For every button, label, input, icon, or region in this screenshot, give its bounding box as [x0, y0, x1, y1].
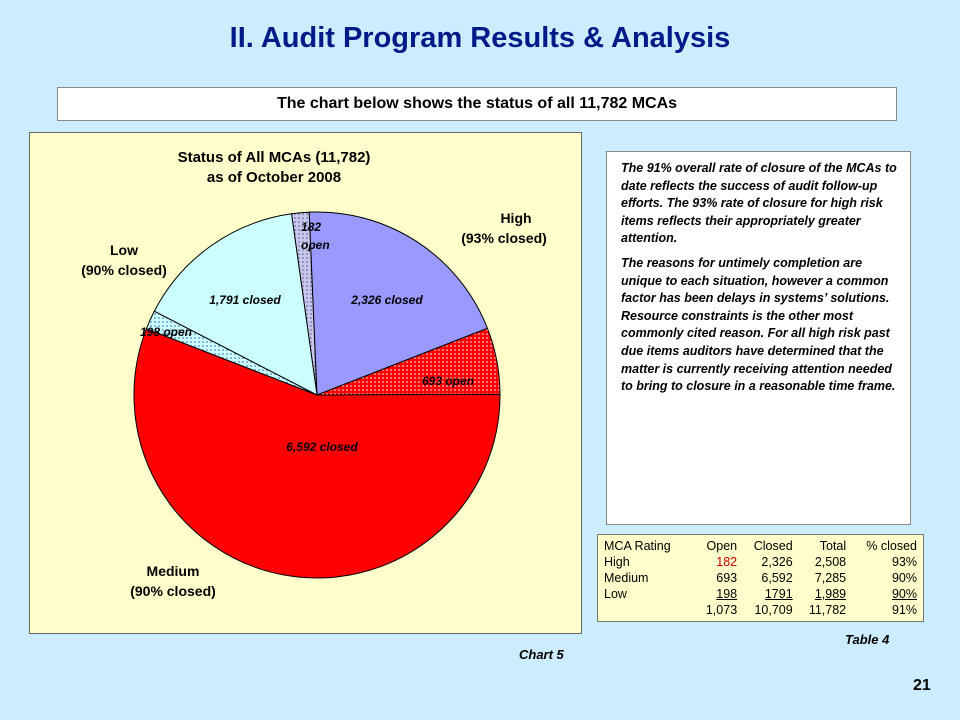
chart-intro-text: The chart below shows the status of all …: [276, 95, 678, 112]
table-cell: 1791: [764, 587, 793, 601]
table-cell: Medium: [604, 571, 649, 585]
slice-label: 693 open: [422, 374, 474, 388]
table-cell: High: [604, 555, 630, 569]
pie-chart: 182 open 2,326 closed 693 open 6,592 closed 1…: [81, 149, 547, 599]
chart-subtitle: as of October 2008: [207, 169, 341, 186]
mca-table-panel: MCA Rating Open Closed Total % closed Hi…: [597, 534, 924, 622]
table-header-cell: Closed: [753, 539, 793, 553]
table-cell: 93%: [891, 555, 917, 569]
chart-intro-box: The chart below shows the status of all …: [57, 87, 897, 121]
table-cell: 182: [716, 555, 738, 569]
table-row: Medium 693 6,592 7,285 90%: [602, 570, 919, 586]
pie-slice-medium-closed: [133, 328, 501, 579]
slice-label: 2,326 closed: [350, 293, 423, 307]
table-cell: 1,073: [705, 603, 738, 617]
table-cell: 2,326: [761, 555, 793, 569]
pie-slice-low-closed: [153, 213, 318, 396]
group-note-medium: (90% closed): [130, 583, 216, 599]
table-row: Low 198 1791 1,989 90%: [602, 586, 919, 602]
table-header-cell: MCA Rating: [604, 539, 671, 553]
pie-slice-high-closed: [308, 211, 489, 396]
table-cell: 7,285: [814, 571, 847, 585]
table-cell: 91%: [891, 603, 917, 617]
slice-label: 6,592 closed: [286, 440, 358, 454]
table-header-cell: Total: [819, 539, 847, 553]
group-note-high: (93% closed): [461, 230, 547, 246]
table-cell: 2,508: [814, 555, 847, 569]
narrative-paragraph-1: The 91% overall rate of closure of the M…: [621, 161, 897, 246]
page-number: 21: [913, 677, 931, 694]
table-cell: 198: [716, 587, 738, 601]
table-cell: Low: [604, 587, 627, 601]
mca-table: MCA Rating Open Closed Total % closed Hi…: [602, 538, 919, 618]
group-note-low: (90% closed): [81, 262, 167, 278]
table-total-row: 1,073 10,709 11,782 91%: [602, 602, 919, 618]
table-header-row: MCA Rating Open Closed Total % closed: [602, 538, 919, 554]
table-cell: 90%: [891, 571, 917, 585]
table-cell: 10,709: [754, 603, 793, 617]
table-caption: Table 4: [845, 632, 890, 647]
table-cell: 11,782: [808, 603, 847, 617]
table-header-cell: % closed: [866, 539, 917, 553]
group-label-medium: Medium: [147, 563, 200, 579]
table-row: High 182 2,326 2,508 93%: [602, 554, 919, 570]
table-header-cell: Open: [706, 539, 738, 553]
chart-caption: Chart 5: [519, 647, 564, 662]
chart-title: Status of All MCAs (11,782): [178, 149, 371, 166]
table-cell: 6,592: [761, 571, 793, 585]
table-cell: 90%: [891, 587, 917, 601]
group-label-low: Low: [110, 242, 138, 258]
table-cell: 1,989: [814, 587, 847, 601]
table-cell: [602, 602, 693, 618]
narrative-panel: The 91% overall rate of closure of the M…: [606, 151, 911, 525]
group-label-high: High: [500, 210, 531, 226]
slice-label: 182 open: [301, 220, 330, 252]
slice-label: 1,791 closed: [209, 293, 281, 307]
table-cell: 693: [716, 571, 738, 585]
page-title: II. Audit Program Results & Analysis: [229, 22, 731, 54]
pie-chart-panel: 182 open 2,326 closed 693 open 6,592 closed 1…: [29, 132, 582, 634]
slice-label: 198 open: [140, 325, 192, 339]
narrative-paragraph-2: The reasons for untimely completion are …: [621, 255, 896, 394]
